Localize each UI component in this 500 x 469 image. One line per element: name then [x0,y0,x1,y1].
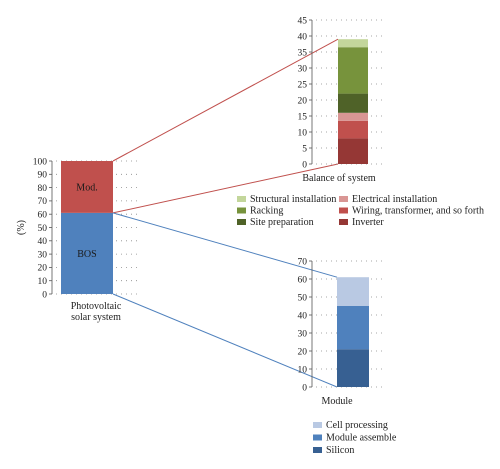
bar-segment-cell-processing [337,277,369,306]
y-tick-label: 20 [38,264,48,274]
legend-label: Racking [250,206,283,217]
legend-label: Cell processing [326,420,388,431]
chart-module: 0 10 20 30 40 50 60 70 Module [298,257,382,407]
connector-line-mod-top [112,38,339,162]
chart-photovoltaic: 0 10 20 30 40 50 60 70 80 90 100 (%) BOS Mod. Photovol… [16,157,140,323]
y-tick-label: 50 [298,293,308,303]
y-tick-label: 10 [38,277,48,287]
bar-segment-inverter [338,138,368,164]
y-tick-label: 100 [33,157,48,167]
bar-segment-module-assemble [337,306,369,350]
y-tick-label: 30 [298,64,308,74]
legend-label: Electrical installation [352,194,437,205]
y-tick-label: 40 [298,32,308,42]
legend-item-racking: Racking [237,206,283,217]
category-label: Balance of system [302,173,376,184]
bar-segment-structural-installation [338,39,368,48]
y-axis-label: (%) [16,220,27,235]
bar-segment-mod [61,161,113,213]
y-tick-label: 30 [298,329,308,339]
chart-balance-of-system: 0 5 10 15 20 25 30 35 40 45 Balance of system [298,16,382,184]
y-tick-label: 80 [38,184,48,194]
legend-swatch [339,196,348,202]
legend-item-electrical-installation: Electrical installation [339,194,437,205]
legend-swatch [237,219,246,225]
category-label: Module [321,396,353,407]
legend-label: Structural installation [250,194,336,205]
y-tick-label: 40 [298,311,308,321]
legend-swatch [339,219,348,225]
bar-segment-electrical-installation [338,112,368,121]
y-tick-label: 60 [38,211,48,221]
y-tick-label: 0 [42,290,47,300]
bar-label-bos: BOS [77,249,96,260]
legend-swatch [237,207,246,214]
legend-label: Module assemble [326,433,397,444]
connector-line-bos-bottom [112,293,338,388]
legend-item-inverter: Inverter [339,217,384,228]
y-tick-label: 25 [298,80,308,90]
legend-item-module-assemble: Module assemble [313,433,397,444]
legend-item-structural-installation: Structural installation [237,194,336,205]
y-tick-label: 15 [298,112,308,122]
y-tick-label: 20 [298,347,308,357]
y-tick-label: 5 [302,144,307,154]
legend-label: Silicon [326,445,354,456]
category-label: solar system [71,312,121,323]
legend-item-wiring-transformer-and-so-forth: Wiring, transformer, and so forth [339,206,484,217]
legend-swatch [313,447,322,453]
y-tick-label: 20 [298,96,308,106]
y-tick-label: 70 [298,257,308,267]
y-tick-label: 60 [298,275,308,285]
y-tick-label: 50 [38,224,48,234]
bar-label-mod: Mod. [76,182,97,193]
connector-lines [112,38,339,388]
legend-swatch [313,434,322,441]
legend-swatch [237,196,246,202]
legend-item-cell-processing: Cell processing [313,420,388,431]
bar-segment-site-preparation [338,93,368,113]
legend-item-site-preparation: Site preparation [237,217,314,228]
legend-label: Inverter [352,217,384,228]
connector-line-mod-bottom [112,163,339,214]
y-tick-label: 0 [302,383,307,393]
y-tick-label: 40 [38,237,48,247]
legend-label: Site preparation [250,217,314,228]
y-tick-label: 35 [298,48,308,58]
legend-label: Wiring, transformer, and so forth [352,206,484,217]
y-tick-label: 0 [302,160,307,170]
bar-segment-wiring-transformer-and-so-forth [338,120,368,139]
legend-swatch [339,207,348,214]
legend-item-silicon: Silicon [313,445,354,456]
y-tick-label: 90 [38,171,48,181]
category-label: Photovoltaic [71,301,122,312]
connector-line-bos-top [112,212,338,278]
y-tick-label: 10 [298,365,308,375]
legend-swatch [313,422,322,428]
legend-balance-of-system: Structural installation Electrical instal… [237,194,484,228]
bar-segment-silicon [337,349,369,387]
y-tick-label: 30 [38,250,48,260]
y-tick-label: 70 [38,197,48,207]
bar-segment-racking [338,47,368,94]
y-tick-label: 45 [298,16,308,26]
bar-segment-bos [61,212,113,294]
y-tick-label: 10 [298,128,308,138]
